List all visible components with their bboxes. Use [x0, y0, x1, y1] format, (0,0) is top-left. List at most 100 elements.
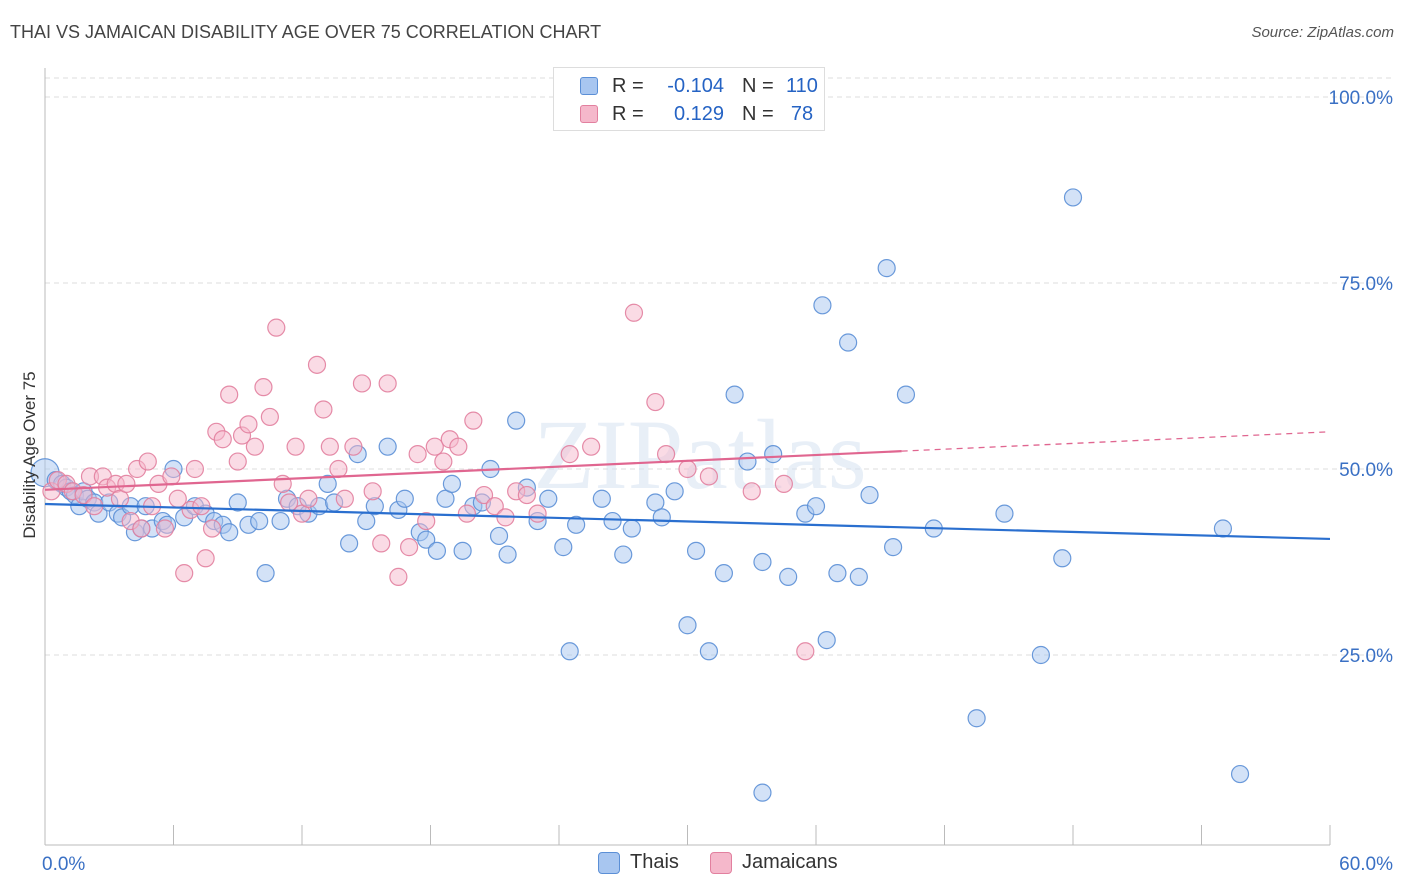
jamaican-point	[239, 415, 258, 434]
thai-point	[357, 511, 376, 531]
r-value: -0.104	[667, 74, 724, 97]
jamaican-point	[774, 474, 793, 493]
jamaican-point	[185, 459, 205, 479]
jamaican-point	[372, 534, 391, 553]
thai-point	[592, 489, 611, 508]
thai-point	[498, 545, 517, 564]
legend-label-thais: Thais	[630, 851, 679, 873]
thai-point	[665, 482, 684, 501]
thai-point	[738, 452, 757, 471]
thai-point	[995, 504, 1014, 523]
r-label: R =	[612, 102, 644, 125]
n-label: N =	[742, 102, 774, 125]
stats-legend: R = -0.104 N = 110 R = 0.129 N = 78	[553, 67, 825, 131]
y-axis-label: Disability Age Over 75	[20, 371, 39, 538]
jamaican-point	[457, 504, 477, 523]
legend-item-thais[interactable]: Thais	[598, 851, 679, 874]
jamaican-point	[464, 411, 483, 430]
thai-point	[817, 631, 836, 650]
thai-point	[567, 515, 586, 534]
thais-trend-line	[44, 502, 1331, 541]
thai-point	[271, 511, 290, 531]
thai-point	[250, 511, 269, 531]
thai-point	[877, 259, 896, 278]
thai-point	[395, 489, 414, 508]
thai-point	[725, 385, 744, 404]
thai-point	[603, 511, 622, 531]
thai-point	[489, 526, 509, 546]
thai-point	[427, 541, 447, 560]
jamaican-point	[220, 385, 239, 404]
jamaican-point	[162, 467, 181, 486]
thai-point	[699, 642, 719, 661]
jamaican-point	[254, 378, 273, 397]
thai-point	[714, 564, 734, 583]
legend-label-jamaicans: Jamaicans	[742, 851, 838, 873]
thai-point	[554, 538, 573, 557]
thai-point	[967, 709, 986, 728]
y-tick-label: 25.0%	[1339, 646, 1393, 667]
jamaican-point	[582, 437, 601, 456]
jamaicans-swatch	[710, 851, 732, 874]
thai-point	[860, 485, 879, 505]
y-tick-label: 75.0%	[1339, 274, 1393, 295]
jamaican-point	[434, 452, 453, 471]
jamaican-point	[389, 567, 408, 586]
thais-swatch	[598, 851, 620, 874]
thai-point	[849, 567, 868, 586]
thai-point	[686, 541, 706, 560]
jamaican-point	[245, 437, 264, 456]
r-label: R =	[612, 74, 644, 97]
thai-point	[896, 385, 916, 404]
n-value: 110	[786, 74, 818, 97]
jamaican-point	[299, 489, 318, 508]
thai-point	[228, 493, 247, 512]
legend-item-jamaicans[interactable]: Jamaicans	[710, 851, 838, 874]
jamaican-point	[228, 452, 247, 471]
jamaican-point	[425, 437, 444, 456]
y-tick-label: 100.0%	[1329, 88, 1394, 109]
jamaican-point	[267, 318, 286, 337]
jamaican-point	[399, 538, 419, 557]
jamaicans-trend-line	[44, 450, 902, 491]
jamaican-point	[528, 504, 547, 523]
thai-point	[378, 437, 397, 456]
jamaicans-trend-extension	[901, 431, 1331, 452]
trend-layer	[44, 431, 1331, 541]
jamaican-point	[314, 400, 333, 419]
series-legend: Thais Jamaicans	[0, 851, 1406, 877]
jamaican-point	[202, 519, 222, 538]
jamaican-point	[796, 642, 815, 661]
jamaican-point	[329, 459, 348, 479]
thai-point	[442, 474, 462, 493]
source-label: Source: ZipAtlas.com	[1251, 24, 1394, 41]
thai-point	[828, 564, 847, 583]
thai-point	[453, 541, 472, 560]
n-value: 78	[790, 102, 814, 125]
thais-swatch	[580, 77, 598, 95]
x-tick-label: 60.0%	[1339, 854, 1393, 875]
jamaican-point	[624, 303, 644, 322]
axis-layer: 25.0% 50.0% 75.0% 100.0% 0.0% 60.0%	[42, 68, 1393, 875]
jamaican-point	[138, 452, 157, 471]
jamaican-point	[699, 467, 719, 486]
jamaican-point	[417, 511, 436, 531]
jamaican-point	[286, 437, 305, 456]
thai-point	[678, 616, 697, 635]
jamaican-point	[474, 485, 494, 505]
jamaican-point	[408, 445, 427, 464]
legend-row-jamaicans: R = 0.129 N = 78	[580, 100, 822, 128]
thai-point	[220, 523, 239, 542]
jamaican-point	[320, 437, 339, 456]
thai-point	[1031, 645, 1050, 665]
thai-point	[318, 474, 337, 493]
thai-point	[883, 538, 903, 557]
jamaican-point	[335, 489, 354, 508]
jamaican-point	[656, 445, 676, 464]
thai-point	[813, 296, 832, 315]
chart-title: THAI VS JAMAICAN DISABILITY AGE OVER 75 …	[10, 22, 602, 42]
jamaican-point	[196, 549, 215, 568]
jamaican-point	[155, 519, 175, 538]
jamaican-point	[192, 497, 211, 516]
